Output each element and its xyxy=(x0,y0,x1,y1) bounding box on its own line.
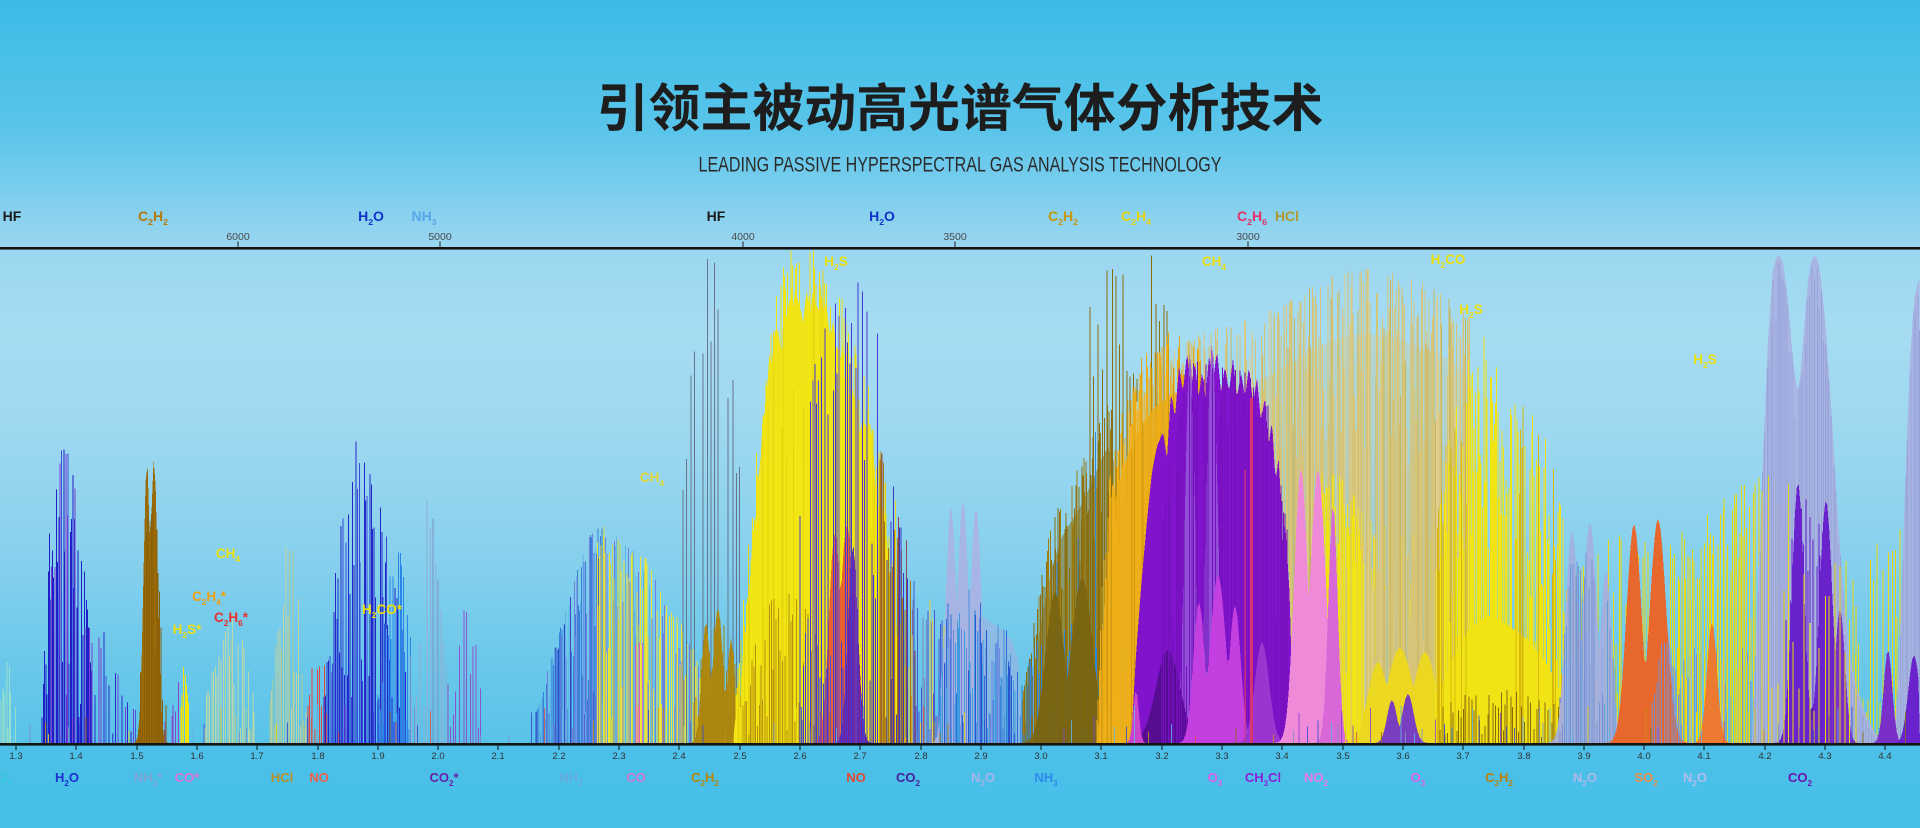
svg-text:LEADING PASSIVE HYPERSPECTRAL: LEADING PASSIVE HYPERSPECTRAL GAS ANALYS… xyxy=(699,154,1222,177)
svg-text:HCl: HCl xyxy=(271,770,293,785)
svg-text:CO2​: CO2​ xyxy=(1788,770,1813,788)
svg-text:1.9: 1.9 xyxy=(371,751,384,762)
svg-text:CH4​: CH4​ xyxy=(640,470,665,488)
svg-text:2.0: 2.0 xyxy=(431,751,444,762)
svg-text:NO: NO xyxy=(309,770,329,785)
svg-text:CH3​Cl: CH3​Cl xyxy=(1245,770,1281,788)
svg-text:4.3: 4.3 xyxy=(1818,751,1831,762)
svg-text:NO2​: NO2​ xyxy=(1304,770,1329,788)
svg-text:HF: HF xyxy=(3,208,22,224)
svg-text:3000: 3000 xyxy=(1236,231,1260,243)
svg-text:NH3​: NH3​ xyxy=(559,770,583,788)
svg-text:NH3​*: NH3​* xyxy=(134,770,163,788)
svg-text:O3​: O3​ xyxy=(1208,770,1223,788)
svg-text:HCl: HCl xyxy=(1275,208,1299,224)
svg-text:CO: CO xyxy=(626,770,646,785)
svg-text:1.4: 1.4 xyxy=(69,751,82,762)
svg-text:1.3: 1.3 xyxy=(9,751,22,762)
svg-text:H2​CO: H2​CO xyxy=(1431,252,1466,270)
svg-text:H2​O: H2​O xyxy=(55,770,79,788)
svg-text:2.5: 2.5 xyxy=(733,751,746,762)
svg-text:2.3: 2.3 xyxy=(612,751,625,762)
svg-text:2.8: 2.8 xyxy=(914,751,927,762)
svg-text:C2​H2​: C2​H2​ xyxy=(1048,208,1078,227)
svg-text:1.7: 1.7 xyxy=(250,751,263,762)
svg-text:N2​O: N2​O xyxy=(1573,770,1597,788)
svg-text:C2​H2​: C2​H2​ xyxy=(691,770,719,788)
svg-text:H2​CO*: H2​CO* xyxy=(362,602,403,620)
svg-text:1.6: 1.6 xyxy=(190,751,203,762)
svg-text:C2​H6​: C2​H6​ xyxy=(1237,208,1267,227)
svg-text:3.7: 3.7 xyxy=(1456,751,1469,762)
svg-text:4.0: 4.0 xyxy=(1637,751,1650,762)
svg-text:C2​H6​*: C2​H6​* xyxy=(214,610,249,628)
svg-text:3.8: 3.8 xyxy=(1517,751,1530,762)
svg-text:H2​S: H2​S xyxy=(824,254,847,272)
svg-text:SO2​: SO2​ xyxy=(1634,770,1658,788)
svg-text:2.4: 2.4 xyxy=(672,751,685,762)
svg-text:C2​H2​: C2​H2​ xyxy=(138,208,168,227)
svg-text:O3​: O3​ xyxy=(1411,770,1426,788)
svg-text:3500: 3500 xyxy=(943,231,967,243)
svg-text:2.2: 2.2 xyxy=(552,751,565,762)
svg-text:2.1: 2.1 xyxy=(491,751,504,762)
svg-text:N2​O: N2​O xyxy=(1683,770,1707,788)
svg-text:H2​S: H2​S xyxy=(1693,352,1716,370)
svg-text:NH3​: NH3​ xyxy=(1034,770,1058,788)
svg-text:1.5: 1.5 xyxy=(130,751,143,762)
svg-text:2.6: 2.6 xyxy=(793,751,806,762)
svg-text:C2​H4​: C2​H4​ xyxy=(1121,208,1151,227)
svg-text:HF: HF xyxy=(707,208,726,224)
svg-text:CH4​: CH4​ xyxy=(216,546,241,564)
svg-text:4000: 4000 xyxy=(731,231,755,243)
svg-text:3.9: 3.9 xyxy=(1577,751,1590,762)
svg-text:H2​O: H2​O xyxy=(869,208,895,227)
svg-text:CO2​: CO2​ xyxy=(896,770,921,788)
svg-text:5000: 5000 xyxy=(428,231,452,243)
svg-text:3.5: 3.5 xyxy=(1336,751,1349,762)
svg-text:4.4: 4.4 xyxy=(1878,751,1891,762)
svg-text:3.1: 3.1 xyxy=(1094,751,1107,762)
svg-text:N2​O: N2​O xyxy=(971,770,995,788)
svg-text:3.3: 3.3 xyxy=(1215,751,1228,762)
svg-text:NH3​: NH3​ xyxy=(411,208,436,227)
svg-text:CO*: CO* xyxy=(175,770,201,785)
svg-text:C2​H2​: C2​H2​ xyxy=(1485,770,1513,788)
svg-text:H2​S: H2​S xyxy=(1459,302,1482,320)
svg-text:4.2: 4.2 xyxy=(1758,751,1771,762)
svg-text:O2​: O2​ xyxy=(0,770,12,788)
svg-text:H2​S*: H2​S* xyxy=(173,622,202,640)
svg-text:6000: 6000 xyxy=(226,231,250,243)
svg-text:2.9: 2.9 xyxy=(974,751,987,762)
svg-text:3.0: 3.0 xyxy=(1034,751,1047,762)
svg-text:C2​H4​*: C2​H4​* xyxy=(192,589,227,607)
svg-text:3.2: 3.2 xyxy=(1155,751,1168,762)
svg-text:4.1: 4.1 xyxy=(1697,751,1710,762)
svg-text:CO2​*: CO2​* xyxy=(429,770,459,788)
svg-text:1.8: 1.8 xyxy=(311,751,324,762)
svg-text:NO: NO xyxy=(846,770,866,785)
svg-text:3.4: 3.4 xyxy=(1275,751,1288,762)
svg-text:H2​O: H2​O xyxy=(358,208,384,227)
svg-text:3.6: 3.6 xyxy=(1396,751,1409,762)
svg-text:2.7: 2.7 xyxy=(853,751,866,762)
svg-text:CH4​: CH4​ xyxy=(1202,254,1227,272)
